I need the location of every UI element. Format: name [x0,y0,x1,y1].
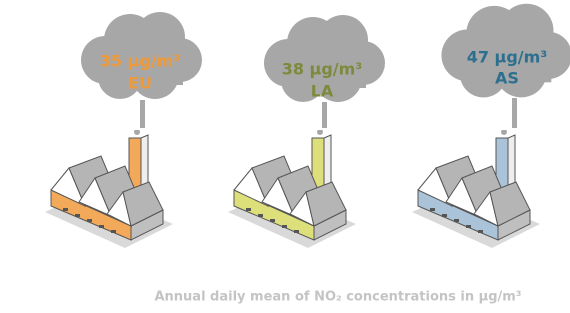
factory [228,123,356,248]
steam [322,102,327,128]
value: 35 µg/m³ [100,52,181,71]
factory [45,123,173,248]
infographic: 35 µg/m³ EU 38 µg/m³ LA 47 µg/m³ AS Annu… [0,0,570,313]
value: 38 µg/m³ [282,60,363,79]
region: LA [311,82,334,101]
steam [140,100,145,128]
factory [412,123,540,248]
region: AS [495,69,519,88]
value: 47 µg/m³ [467,48,548,67]
region: EU [128,74,152,93]
caption: Annual daily mean of NO₂ concentrations … [154,290,521,305]
steam [512,98,517,128]
